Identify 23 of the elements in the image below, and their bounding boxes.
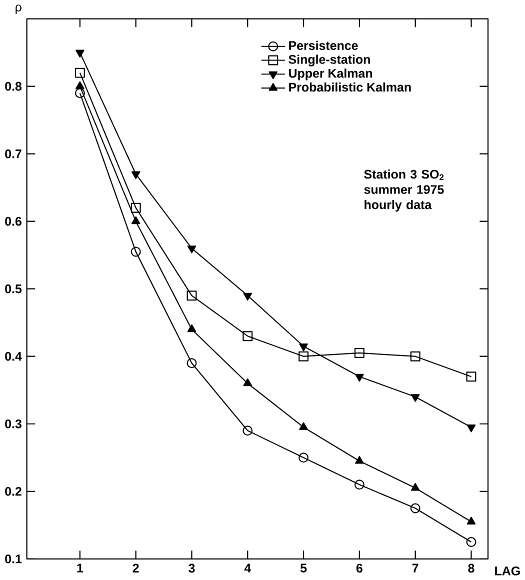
x-tick-label: 2 (132, 564, 139, 572)
y-tick-label: 0.4 (5, 352, 22, 361)
x-tick-label: 4 (244, 564, 251, 572)
y-tick-label: 0.2 (5, 486, 22, 496)
x-tick-label: 7 (412, 564, 418, 572)
x-tick-label: 1 (77, 564, 83, 572)
x-tick-label: 8 (468, 564, 474, 573)
y-tick-label: 0.7 (5, 149, 22, 158)
legend-label: Upper Kalman (288, 68, 372, 80)
legend-label: Probabilistic Kalman (289, 82, 411, 92)
y-axis-title: ρ (16, 4, 22, 14)
y-tick-label: 0.8 (5, 82, 22, 91)
y-tick-label: 0.1 (5, 554, 22, 564)
y-tick-label: 0.5 (5, 284, 22, 294)
y-tick-label: 0.3 (5, 419, 22, 428)
legend-label: Single-station (288, 54, 370, 66)
x-tick-label: 6 (356, 564, 362, 573)
y-tick-label: 0.6 (5, 216, 22, 226)
annotation: Station 3 SO$_{2}$ summer 1975 hourly data (364, 170, 444, 212)
x-tick-label: 3 (188, 564, 195, 573)
x-axis-title: LAG (495, 566, 520, 576)
x-tick-label: 5 (300, 564, 307, 572)
legend-label: Persistence (289, 40, 358, 50)
